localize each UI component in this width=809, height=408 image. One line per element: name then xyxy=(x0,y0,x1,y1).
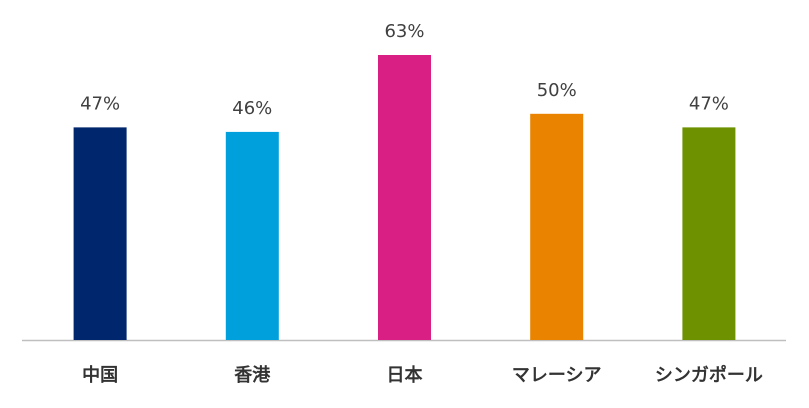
value-label: 63% xyxy=(384,21,424,42)
bar xyxy=(530,113,584,340)
x-tick-label: シンガポール xyxy=(655,364,763,386)
bar xyxy=(378,55,431,340)
bar xyxy=(682,127,736,340)
x-tick-label: 香港 xyxy=(233,365,271,386)
value-label: 50% xyxy=(537,80,577,101)
value-label: 47% xyxy=(689,93,729,114)
x-tick-label: 日本 xyxy=(387,364,423,386)
bar xyxy=(225,131,279,340)
value-label: 47% xyxy=(80,93,120,114)
x-tick-label: マレーシア xyxy=(512,365,602,386)
bar xyxy=(73,127,127,340)
x-tick-label: 中国 xyxy=(82,364,118,386)
value-label: 46% xyxy=(232,98,272,119)
